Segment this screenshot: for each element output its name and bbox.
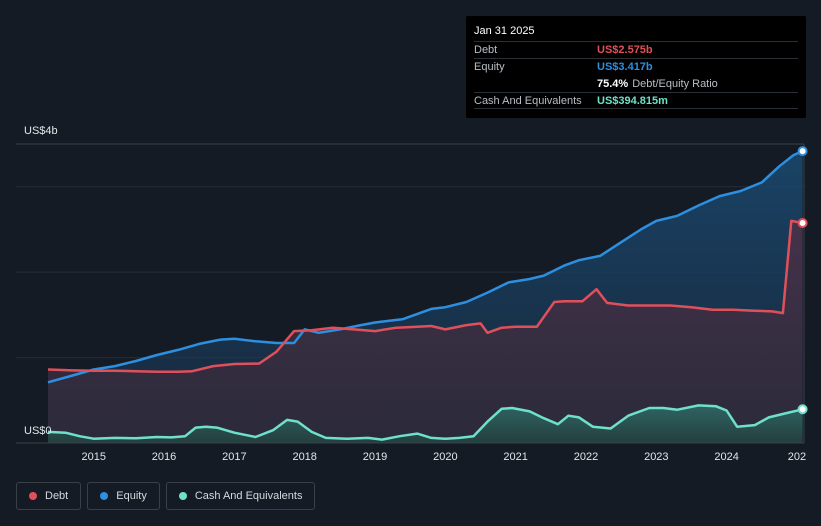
debt-series-line bbox=[47, 219, 803, 373]
tooltip-equity-label: Equity bbox=[474, 61, 505, 73]
tooltip-row-cash: Cash And Equivalents US$394.815m bbox=[474, 92, 798, 109]
x-tick-label: 2016 bbox=[151, 451, 177, 463]
equity-dot-icon bbox=[100, 492, 109, 500]
tooltip-ratio-value: 75.4% bbox=[597, 77, 629, 90]
tooltip-row-debt: Debt US$2.575b bbox=[474, 41, 798, 58]
x-tick-label: 2019 bbox=[362, 451, 388, 463]
legend-equity-label: Equity bbox=[116, 490, 147, 502]
tooltip-ratio-label: Debt/Equity Ratio bbox=[632, 77, 718, 90]
x-tick-label: 2020 bbox=[433, 451, 458, 463]
x-tick-label: 2022 bbox=[573, 451, 599, 463]
tooltip-row-ratio: 75.4% Debt/Equity Ratio bbox=[474, 75, 798, 92]
hover-tooltip: Jan 31 2025 Debt US$2.575b Equity US$3.4… bbox=[466, 16, 806, 118]
legend-item-debt[interactable]: Debt bbox=[16, 482, 82, 510]
x-tick-label: 2021 bbox=[503, 451, 528, 463]
tooltip-equity-value: US$3.417b bbox=[597, 61, 653, 73]
y-axis-bottom-label: US$0 bbox=[24, 425, 52, 437]
tooltip-debt-value: US$2.575b bbox=[597, 44, 653, 56]
legend-cash-label: Cash And Equivalents bbox=[194, 490, 303, 502]
equity-end-marker bbox=[797, 146, 808, 157]
tooltip-row-equity: Equity US$3.417b bbox=[474, 58, 798, 75]
debt-dot-icon bbox=[29, 492, 37, 500]
cash-series-line bbox=[47, 404, 803, 441]
y-axis-top-label: US$4b bbox=[24, 125, 58, 137]
x-tick-label: 2024 bbox=[714, 451, 739, 463]
debt-area bbox=[48, 220, 803, 443]
x-tick-label: 2018 bbox=[292, 451, 317, 463]
tooltip-cash-label: Cash And Equivalents bbox=[474, 94, 582, 107]
debt-end-marker bbox=[797, 218, 808, 229]
x-tick-label: 2015 bbox=[81, 451, 106, 463]
x-tick-label: 202 bbox=[787, 451, 807, 463]
cash-dot-icon bbox=[178, 492, 187, 500]
tooltip-date: Jan 31 2025 bbox=[474, 25, 535, 37]
tooltip-cash-value: US$394.815m bbox=[597, 94, 668, 107]
legend-item-cash[interactable]: Cash And Equivalents bbox=[165, 482, 316, 510]
equity-series-line bbox=[47, 149, 804, 384]
legend-item-equity[interactable]: Equity bbox=[87, 482, 160, 510]
tooltip-debt-label: Debt bbox=[474, 44, 498, 56]
chart-legend: Debt Equity Cash And Equivalents bbox=[16, 482, 321, 510]
cash-end-marker bbox=[797, 404, 808, 415]
legend-debt-label: Debt bbox=[45, 490, 69, 502]
x-tick-label: 2017 bbox=[222, 451, 247, 463]
x-tick-label: 2023 bbox=[644, 451, 669, 463]
